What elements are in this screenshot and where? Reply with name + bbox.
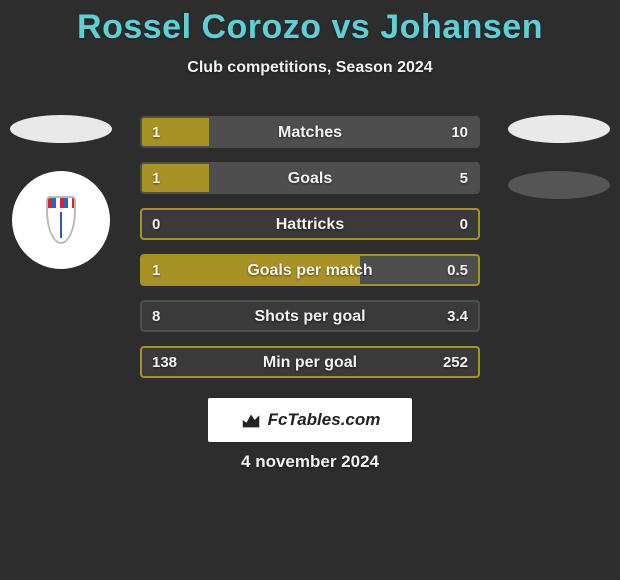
bar-left-value: 138: [142, 348, 187, 378]
right-flag-oval: [508, 115, 610, 143]
bar-row: 15Goals: [140, 162, 480, 194]
bar-left-value: 8: [142, 302, 170, 332]
left-player-column: [6, 115, 116, 269]
chart-icon: [240, 409, 262, 431]
left-club-badge: [12, 171, 110, 269]
bar-left-value: 0: [142, 210, 170, 240]
bar-right-value: 3.4: [437, 302, 478, 332]
footer-date: 4 november 2024: [0, 452, 620, 472]
bar-left-value: 1: [142, 164, 170, 194]
bar-right-value: 0: [450, 210, 478, 240]
bar-right-value: 10: [441, 118, 478, 148]
bar-label: Min per goal: [142, 348, 478, 378]
bar-left-seg: [142, 256, 360, 284]
bar-row: 110Matches: [140, 116, 480, 148]
bar-right-value: 252: [433, 348, 478, 378]
bar-label: Shots per goal: [142, 302, 478, 332]
bar-right-value: 0.5: [437, 256, 478, 286]
brand-badge: FcTables.com: [208, 398, 412, 442]
bar-left-value: 1: [142, 256, 170, 286]
right-club-oval: [508, 171, 610, 199]
bar-right-seg: [209, 118, 478, 146]
bar-row: 8 3.4Shots per goal: [140, 300, 480, 332]
bar-label: Hattricks: [142, 210, 478, 240]
bar-right-seg: [209, 164, 478, 192]
brand-text: FcTables.com: [268, 410, 381, 430]
shield-icon: [46, 196, 76, 244]
comparison-bars: 110Matches15Goals00Hattricks10.5Goals pe…: [140, 116, 480, 378]
right-player-column: [504, 115, 614, 199]
bar-row: 0 0Hattricks: [140, 208, 480, 240]
page-subtitle: Club competitions, Season 2024: [0, 59, 620, 77]
bar-right-value: 5: [450, 164, 478, 194]
page-title: Rossel Corozo vs Johansen: [0, 0, 620, 47]
left-flag-oval: [10, 115, 112, 143]
bar-left-value: 1: [142, 118, 170, 148]
bar-row: 138 252Min per goal: [140, 346, 480, 378]
bar-row: 10.5Goals per match: [140, 254, 480, 286]
